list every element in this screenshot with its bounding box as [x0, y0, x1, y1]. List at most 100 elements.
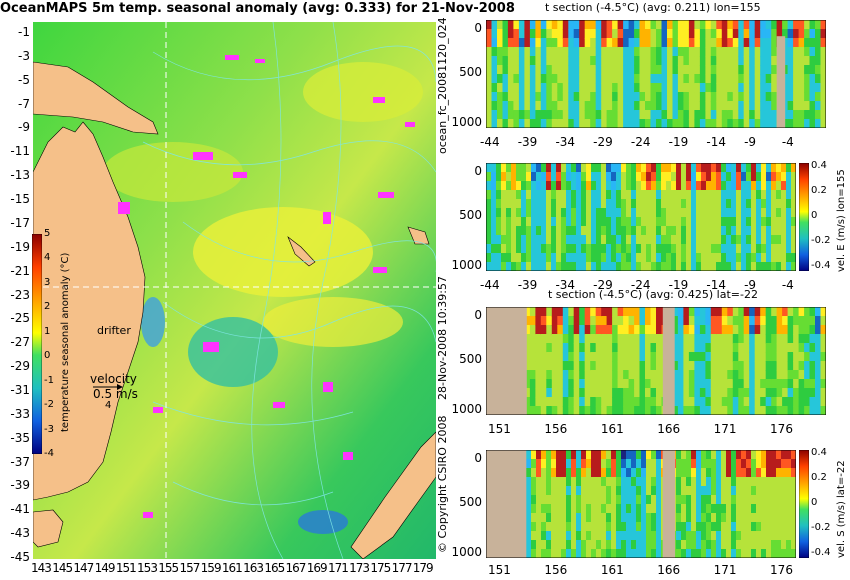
heatmap-cell: [809, 361, 816, 371]
panel2-heatmap[interactable]: [485, 162, 797, 272]
heatmap-cell: [820, 110, 827, 120]
heatmap-cell: [497, 110, 504, 120]
heatmap-cell: [691, 531, 697, 541]
heatmap-cell: [581, 163, 587, 173]
heatmap-cell: [491, 208, 497, 218]
heatmap-cell: [584, 74, 591, 84]
heatmap-cell: [681, 468, 687, 478]
heatmap-cell: [760, 38, 767, 48]
panel3-heatmap[interactable]: [485, 306, 827, 416]
heatmap-cell: [497, 56, 504, 66]
heatmap-cell: [513, 29, 520, 39]
heatmap-cell: [754, 65, 761, 75]
heatmap-cell: [507, 38, 514, 48]
cool-anomaly-patch: [141, 297, 165, 347]
heatmap-cell: [804, 379, 811, 389]
heatmap-cell: [701, 244, 707, 254]
heatmap-cell: [566, 540, 572, 550]
heatmap-cell: [721, 181, 727, 191]
heatmap-cell: [566, 172, 572, 182]
heatmap-cell: [616, 486, 622, 496]
heatmap-cell: [551, 172, 557, 182]
heatmap-cell: [501, 217, 507, 227]
heatmap-cell: [561, 450, 567, 460]
heatmap-cell: [786, 468, 792, 478]
heatmap-cell: [771, 208, 777, 218]
heatmap-cell: [626, 468, 632, 478]
heatmap-cell: [616, 199, 622, 209]
heatmap-cell: [524, 83, 531, 93]
heatmap-cell: [596, 504, 602, 514]
map-lon-tick: 167: [285, 561, 307, 575]
panel4-heatmap[interactable]: [485, 449, 797, 559]
heatmap-cell: [710, 38, 717, 48]
heatmap-cell: [595, 29, 602, 39]
heatmap-cell: [579, 119, 586, 129]
tasmania-land: [32, 509, 64, 548]
heatmap-cell: [518, 101, 525, 111]
heatmap-cell: [540, 361, 547, 371]
heatmap-cell: [776, 316, 783, 326]
heatmap-cell: [798, 379, 805, 389]
heatmap-cell: [820, 65, 827, 75]
heatmap-cell: [531, 504, 537, 514]
heatmap-cell: [579, 334, 586, 344]
heatmap-cell: [612, 29, 619, 39]
heatmap-cell: [650, 47, 657, 57]
heatmap-cell: [626, 486, 632, 496]
heatmap-cell: [751, 217, 757, 227]
heatmap-cell: [526, 549, 532, 559]
heatmap-cell: [590, 20, 597, 30]
heatmap-cell: [645, 352, 652, 362]
heatmap-cell: [754, 379, 761, 389]
heatmap-cell: [754, 38, 761, 48]
panel1-heatmap[interactable]: [485, 19, 827, 129]
heatmap-cell: [656, 388, 663, 398]
heatmap-cell: [661, 172, 667, 182]
heatmap-cell: [617, 361, 624, 371]
heatmap-cell: [683, 119, 690, 129]
heatmap-cell: [636, 486, 642, 496]
heatmap-cell: [529, 47, 536, 57]
heatmap-cell: [601, 468, 607, 478]
heatmap-cell: [656, 316, 663, 326]
heatmap-cell: [584, 370, 591, 380]
heatmap-cell: [645, 334, 652, 344]
heatmap-cell: [760, 29, 767, 39]
heatmap-cell: [793, 406, 800, 416]
heatmap-cell: [656, 468, 662, 478]
heatmap-cell: [529, 361, 536, 371]
heatmap-cell: [541, 199, 547, 209]
map-panel[interactable]: drifter velocity 0.5 m/s 4: [32, 21, 437, 560]
heatmap-cell: [771, 459, 777, 469]
heatmap-cell: [676, 540, 682, 550]
heatmap-cell: [621, 199, 627, 209]
heatmap-cell: [671, 262, 677, 272]
heatmap-cell: [738, 379, 745, 389]
heatmap-cell: [804, 397, 811, 407]
heatmap-cell: [540, 388, 547, 398]
heatmap-cell: [751, 450, 757, 460]
panel3-x-axis: 151 156 161 166 171 176: [486, 423, 826, 437]
heatmap-cell: [606, 361, 613, 371]
heatmap-cell: [634, 343, 641, 353]
heatmap-cell: [706, 262, 712, 272]
heatmap-cell: [641, 522, 647, 532]
heatmap-cell: [746, 495, 752, 505]
heatmap-cell: [551, 235, 557, 245]
heatmap-cell: [743, 388, 750, 398]
heatmap-cell: [536, 468, 542, 478]
heatmap-cell: [584, 56, 591, 66]
heatmap-cell: [676, 199, 682, 209]
heatmap-cell: [650, 316, 657, 326]
heatmap-cell: [551, 217, 557, 227]
heatmap-cell: [771, 486, 777, 496]
heatmap-cell: [579, 352, 586, 362]
heatmap-cell: [496, 235, 502, 245]
heatmap-cell: [705, 388, 712, 398]
heatmap-cell: [676, 450, 682, 460]
heatmap-cell: [771, 217, 777, 227]
heatmap-cell: [586, 190, 592, 200]
heatmap-cell: [581, 217, 587, 227]
heatmap-cell: [766, 190, 772, 200]
